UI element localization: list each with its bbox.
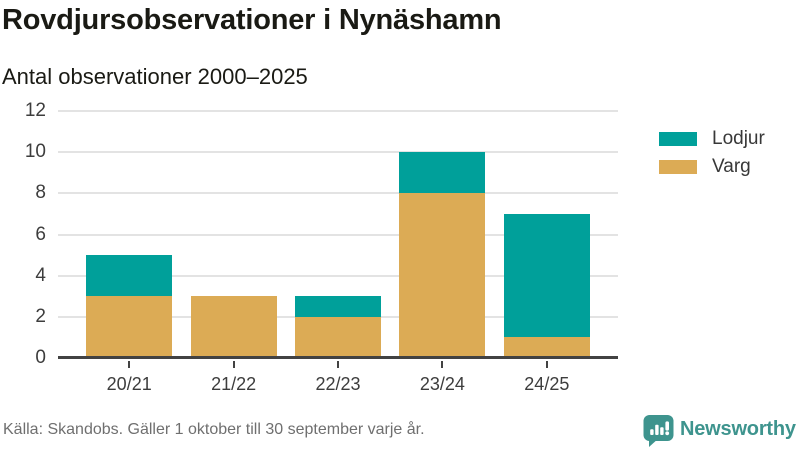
legend-label-varg: Varg: [712, 155, 751, 177]
bar-segment-lodjur-24/25: [503, 213, 590, 338]
y-tick-label-4: 4: [35, 264, 46, 286]
y-tick-label-2: 2: [35, 305, 46, 327]
bar-segment-varg-23/24: [399, 193, 486, 358]
gridline-4: [58, 274, 618, 277]
x-tick-label-24/25: 24/25: [524, 374, 570, 394]
brand-lockup: Newsworthy: [643, 414, 796, 448]
x-tick-label-20/21: 20/21: [106, 374, 152, 394]
bar-segment-lodjur-23/24: [399, 152, 486, 194]
bar-band-20/21: 20/21: [77, 111, 181, 394]
source-note: Källa: Skandobs. Gäller 1 oktober till 3…: [3, 421, 425, 438]
bar-segment-varg-22/23: [295, 316, 382, 358]
bar-stack-22/23: [295, 296, 382, 358]
bar-stack-20/21: [86, 255, 173, 358]
bar-segment-lodjur-22/23: [295, 296, 382, 317]
gridline-6: [58, 233, 618, 236]
legend: Lodjur Varg: [659, 128, 765, 177]
bar-segment-lodjur-20/21: [86, 255, 173, 297]
bar-stack-23/24: [399, 152, 486, 358]
bar-bands: 20/21 21/22 22/23 23/24 24/25: [58, 111, 618, 394]
chart-title: Rovdjursobservationer i Nynäshamn: [2, 4, 502, 36]
y-tick-label-10: 10: [24, 141, 46, 163]
x-tick-label-22/23: 22/23: [315, 374, 361, 394]
bar-band-23/24: 23/24: [390, 111, 494, 394]
x-tick-label-21/22: 21/22: [211, 374, 257, 394]
legend-label-lodjur: Lodjur: [712, 127, 765, 149]
legend-swatch-varg: [659, 159, 697, 174]
y-tick-label-6: 6: [35, 223, 46, 245]
legend-item-varg: Varg: [659, 156, 765, 177]
y-tick-label-0: 0: [35, 347, 46, 368]
bar-stack-21/22: [190, 296, 277, 358]
chart-subtitle: Antal observationer 2000–2025: [2, 64, 308, 89]
bar-segment-varg-21/22: [190, 296, 277, 358]
x-tick-label-23/24: 23/24: [419, 374, 465, 394]
plot-area: 20/21 21/22 22/23 23/24 24/25: [58, 110, 618, 394]
gridline-8: [58, 192, 618, 195]
x-axis-line: [58, 356, 618, 359]
bar-segment-varg-20/21: [86, 296, 173, 358]
legend-item-lodjur: Lodjur: [659, 128, 765, 149]
bar-band-24/25: 24/25: [495, 111, 599, 394]
gridline-10: [58, 151, 618, 154]
y-tick-label-8: 8: [35, 182, 46, 204]
bar-segment-varg-24/25: [503, 337, 590, 358]
x-tick-23/24: [441, 361, 444, 368]
bar-band-21/22: 21/22: [181, 111, 285, 394]
legend-swatch-lodjur: [659, 131, 697, 146]
x-tick-20/21: [128, 361, 131, 368]
brand-name: Newsworthy: [680, 418, 796, 440]
x-tick-22/23: [337, 361, 340, 368]
x-tick-24/25: [545, 361, 548, 368]
bar-band-22/23: 22/23: [286, 111, 390, 394]
x-tick-21/22: [232, 361, 235, 368]
y-tick-label-12: 12: [24, 100, 46, 121]
bar-stack-24/25: [503, 213, 590, 358]
gridline-12: [58, 110, 618, 112]
newsworthy-logo-icon: [643, 415, 674, 447]
